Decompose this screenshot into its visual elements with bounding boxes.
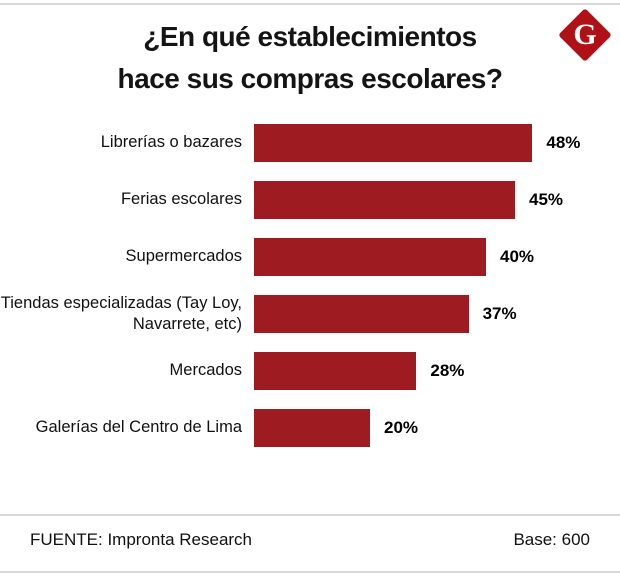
category-label: Supermercados	[125, 247, 242, 266]
value-label: 45%	[529, 190, 564, 209]
category-label: Librerías o bazares	[100, 133, 242, 152]
bar-track: 45%	[254, 181, 620, 219]
value-label: 48%	[546, 133, 581, 152]
chart-title-line2: hace sus compras escolares?	[117, 63, 503, 94]
chart-row: Ferias escolares 45%	[0, 181, 620, 219]
bar-track: 40%	[254, 238, 620, 276]
gestion-logo: G	[558, 8, 612, 62]
bar	[254, 238, 486, 276]
category-label: Tiendas especializadas (Tay Loy, Navarre…	[0, 293, 242, 333]
chart-row: Galerías del Centro de Lima 20%	[0, 409, 620, 447]
bar	[254, 124, 533, 162]
chart-row: Mercados 28%	[0, 352, 620, 390]
bar-track: 20%	[254, 409, 620, 447]
logo-letter: G	[573, 18, 597, 51]
footer-top-divider	[0, 514, 620, 516]
bar-track: 28%	[254, 352, 620, 390]
top-divider	[0, 3, 620, 5]
value-label: 28%	[430, 361, 465, 380]
chart-row: Librerías o bazares 48%	[0, 124, 620, 162]
bar	[254, 352, 417, 390]
chart-title: ¿En qué establecimientos hace sus compras…	[50, 16, 570, 100]
value-label: 40%	[500, 247, 535, 266]
bar-chart: Librerías o bazares 48% Ferias escolares…	[0, 124, 620, 447]
bar	[254, 181, 515, 219]
bar	[254, 409, 370, 447]
bar-track: 37%	[254, 295, 620, 333]
base-text: Base: 600	[513, 530, 590, 549]
chart-row: Tiendas especializadas (Tay Loy, Navarre…	[0, 293, 620, 333]
value-label: 37%	[482, 304, 517, 323]
footer: FUENTE: Impronta Research Base: 600	[30, 530, 590, 550]
category-label: Galerías del Centro de Lima	[35, 418, 242, 437]
category-label: Ferias escolares	[120, 190, 242, 209]
chart-row: Supermercados 40%	[0, 238, 620, 276]
value-label: 20%	[384, 418, 419, 437]
bar	[254, 295, 469, 333]
chart-title-line1: ¿En qué establecimientos	[143, 21, 477, 52]
category-label: Mercados	[169, 361, 242, 380]
bar-track: 48%	[254, 124, 620, 162]
source-text: FUENTE: Impronta Research	[30, 530, 253, 549]
bottom-divider	[0, 571, 620, 573]
